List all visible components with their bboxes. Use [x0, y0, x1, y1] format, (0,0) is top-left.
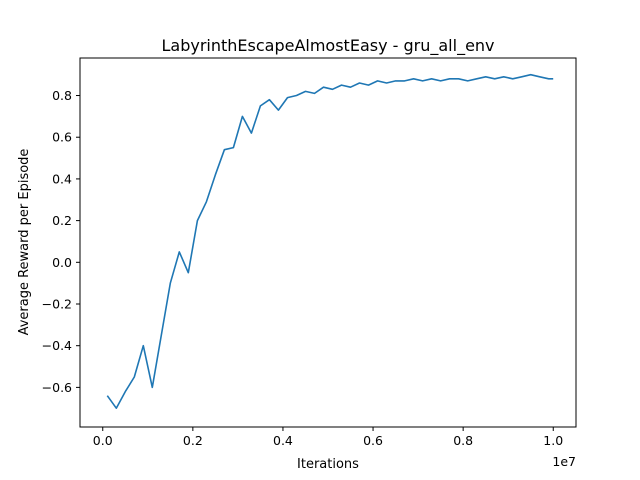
y-axis-ticks: −0.6 −0.4 −0.2 0.0 0.2 0.4 0.6 0.8 — [42, 88, 80, 395]
x-axis-label: Iterations — [297, 457, 359, 472]
x-axis-ticks: 0.0 0.2 0.4 0.6 0.8 1.0 — [93, 427, 563, 448]
y-tick-label: 0.0 — [52, 255, 72, 270]
plot-frame — [79, 57, 577, 428]
y-tick-label: 0.2 — [52, 213, 72, 228]
chart-title: LabyrinthEscapeAlmostEasy - gru_all_env — [161, 36, 494, 56]
y-tick-label: −0.2 — [42, 297, 72, 312]
x-tick-label: 0.2 — [183, 433, 203, 448]
y-tick-label: −0.6 — [42, 380, 72, 395]
y-tick-label: −0.4 — [42, 338, 72, 353]
y-tick-label: 0.6 — [52, 130, 72, 145]
y-axis-label: Average Reward per Episode — [17, 149, 32, 336]
x-tick-label: 0.0 — [93, 433, 113, 448]
x-tick-label: 1.0 — [543, 433, 563, 448]
x-axis-offset-label: 1e7 — [552, 454, 576, 469]
series-layer — [106, 73, 554, 410]
y-tick-label: 0.4 — [52, 171, 72, 186]
x-tick-label: 0.8 — [453, 433, 473, 448]
plot-background — [80, 58, 576, 427]
series-line — [106, 73, 554, 410]
x-tick-label: 0.6 — [363, 433, 383, 448]
y-tick-label: 0.8 — [52, 88, 72, 103]
x-tick-label: 0.4 — [273, 433, 293, 448]
plot-area — [79, 57, 577, 428]
